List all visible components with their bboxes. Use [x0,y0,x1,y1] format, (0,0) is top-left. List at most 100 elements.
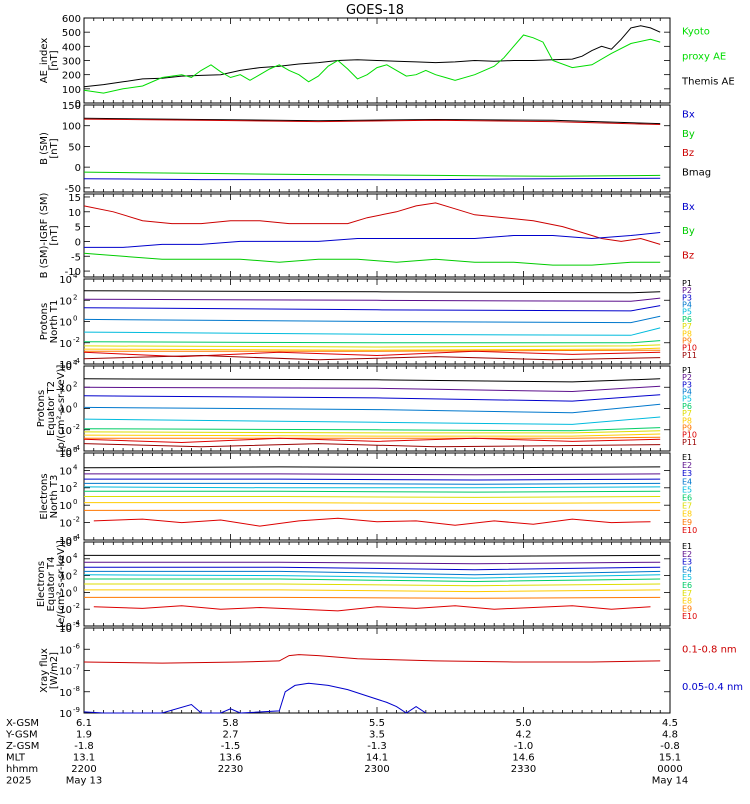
legend-entry: E8 [682,597,692,606]
ephemeris-value: May 13 [66,776,103,787]
y-tick-label: 10 [59,688,72,699]
ephemeris-value: 5.0 [516,718,532,729]
y-tick-label: 10 [59,536,72,547]
y-tick-label: 0 [75,99,81,110]
legend-entry: E3 [682,558,692,567]
panel-frame [83,627,671,714]
y-tick-label: 10 [59,555,72,566]
y-tick-exponent: -8 [73,685,80,693]
series-e10 [93,605,651,612]
series-p3 [83,305,661,312]
series-p9 [84,436,661,439]
ephemeris-value: 1.9 [76,730,92,741]
series-p8 [83,433,661,437]
y-tick-exponent: -2 [73,336,80,344]
y-tick-label: 300 [62,57,81,68]
y-tick-exponent: 0 [73,315,77,323]
y-axis-label: [nT] [49,225,60,245]
y-tick-label: 10 [59,645,72,656]
y-tick-label: 10 [59,519,72,530]
series-e6 [84,578,661,583]
legend-entry: P7 [682,322,692,331]
series-bx [83,177,661,181]
ephemeris-value: -1.5 [221,741,241,752]
series-p11 [83,354,661,361]
legend-entry: Bz [682,250,694,261]
series-p1 [83,290,661,294]
y-tick-exponent: 2 [73,293,77,301]
y-tick-label: 10 [59,339,72,350]
series-p10 [83,350,661,358]
legend-entry: E1 [682,542,692,551]
y-tick-label: 10 [59,426,72,437]
series-p1 [83,378,661,383]
legend-entry: E6 [682,494,692,503]
legend-entry: P4 [682,301,692,310]
y-tick-label: 10 [59,275,72,286]
ephemeris-value: -1.0 [514,741,534,752]
series-p3 [83,394,661,402]
y-tick-exponent: 0 [73,585,77,593]
y-axis-label: [nT] [49,138,60,158]
y-tick-label: 10 [59,405,72,416]
series-p6 [83,340,661,344]
legend-entry: E2 [682,550,692,559]
y-tick-label: 10 [59,449,72,460]
legend-entry: Bmag [682,167,711,178]
legend-entry: P11 [682,351,697,360]
legend-entry: Bx [682,202,695,213]
y-tick-label: 10 [59,624,72,635]
y-tick-exponent: 6 [73,446,78,454]
y-axis-label: [nT] [49,50,60,70]
series-p2 [83,385,661,393]
series-e5 [83,574,661,579]
ephemeris-value: 2230 [218,764,243,775]
series-p5 [83,416,661,425]
y-tick-label: 500 [62,28,81,39]
legend-entry: P7 [682,409,692,418]
panel-frame [83,193,671,278]
series-0-1-0-8-nm [83,654,661,664]
y-tick-exponent: 4 [73,272,78,280]
y-axis-label: [e/(cm²-s-sr-keV)] [56,540,67,628]
y-tick-label: 15 [68,193,81,204]
legend-entry: P2 [682,286,692,295]
series-e5 [83,486,661,489]
y-tick-exponent: -9 [73,706,80,714]
ephemeris-value: -1.3 [367,741,387,752]
legend-entry: E4 [682,477,692,486]
y-tick-exponent: -4 [73,444,81,452]
y-tick-exponent: 2 [73,481,77,489]
series-bx [84,232,661,248]
legend-entry: E10 [682,526,697,535]
ephemeris-value: 3.5 [369,730,385,741]
y-axis-label: Protons [39,303,50,340]
series-p2 [83,297,661,302]
series-p4 [83,403,661,414]
y-tick-exponent: 4 [73,463,78,471]
y-tick-label: 0 [75,237,81,248]
y-tick-exponent: 2 [73,380,77,388]
series-p6 [83,427,661,432]
y-tick-label: 10 [59,588,72,599]
y-tick-label: 400 [62,42,81,53]
series-themis-ae [83,25,661,88]
x-axis-ephemeris: X-GSM 6.1 5.8 5.5 5.0 4.5 Y-GSM 1.9 2.7 3.5 4.2 4.8… [5,718,688,787]
series-e2 [84,561,661,565]
y-tick-label: -50 [65,184,81,195]
y-tick-label: 10 [59,484,72,495]
ephemeris-value: 2300 [364,764,389,775]
y-tick-label: 10 [59,501,72,512]
legend-entry: P1 [682,366,692,375]
y-axis-label: North T1 [49,300,60,344]
y-axis-label: Equator T2 [46,381,57,436]
ephemeris-value: 13.1 [73,753,95,764]
ephemeris-value: 0000 [657,764,682,775]
legend-entry: 0.1-0.8 nm [682,644,737,655]
series-bz [83,202,661,245]
y-axis-label: Electrons [36,561,47,607]
legend-entry: By [682,226,695,237]
series-e1 [84,554,661,557]
series-e4 [84,570,661,576]
